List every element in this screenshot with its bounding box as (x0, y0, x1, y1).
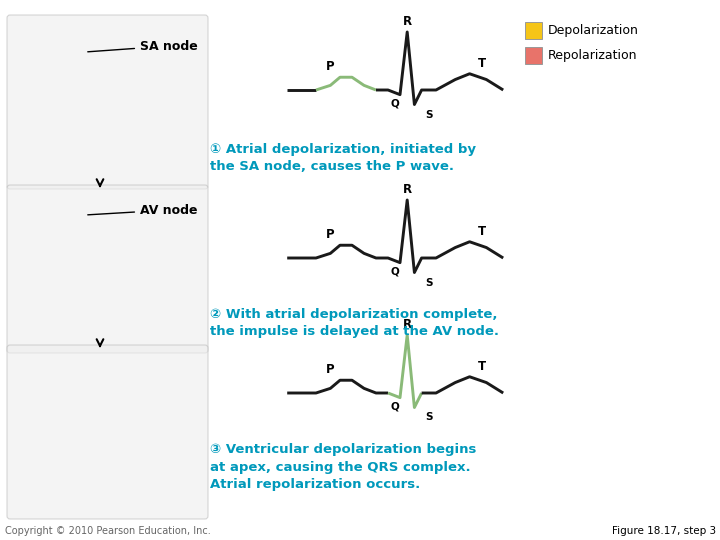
Text: P: P (325, 363, 334, 376)
Text: ① Atrial depolarization, initiated by
the SA node, causes the P wave.: ① Atrial depolarization, initiated by th… (210, 143, 476, 173)
FancyBboxPatch shape (7, 345, 208, 519)
Text: Repolarization: Repolarization (548, 49, 637, 62)
Text: Q: Q (391, 402, 400, 411)
Text: Copyright © 2010 Pearson Education, Inc.: Copyright © 2010 Pearson Education, Inc. (5, 526, 211, 536)
Text: Depolarization: Depolarization (548, 24, 639, 37)
Text: ② With atrial depolarization complete,
the impulse is delayed at the AV node.: ② With atrial depolarization complete, t… (210, 308, 499, 339)
Bar (525, 47, 542, 64)
Text: R: R (402, 183, 412, 196)
Text: S: S (425, 110, 432, 119)
Text: S: S (425, 278, 432, 287)
Text: T: T (477, 225, 486, 238)
FancyBboxPatch shape (7, 15, 208, 189)
Text: ③ Ventricular depolarization begins
at apex, causing the QRS complex.
Atrial rep: ③ Ventricular depolarization begins at a… (210, 443, 477, 491)
Text: Figure 18.17, step 3: Figure 18.17, step 3 (612, 526, 716, 536)
Text: P: P (325, 60, 334, 73)
Text: S: S (425, 413, 432, 422)
Text: SA node: SA node (88, 39, 198, 52)
Text: Q: Q (391, 267, 400, 276)
Text: P: P (325, 228, 334, 241)
Text: T: T (477, 57, 486, 70)
Text: R: R (402, 318, 412, 331)
Text: AV node: AV node (88, 204, 197, 217)
Text: R: R (402, 15, 412, 28)
Bar (525, 22, 542, 39)
Text: Q: Q (391, 99, 400, 109)
Text: T: T (477, 360, 486, 373)
FancyBboxPatch shape (7, 185, 208, 353)
